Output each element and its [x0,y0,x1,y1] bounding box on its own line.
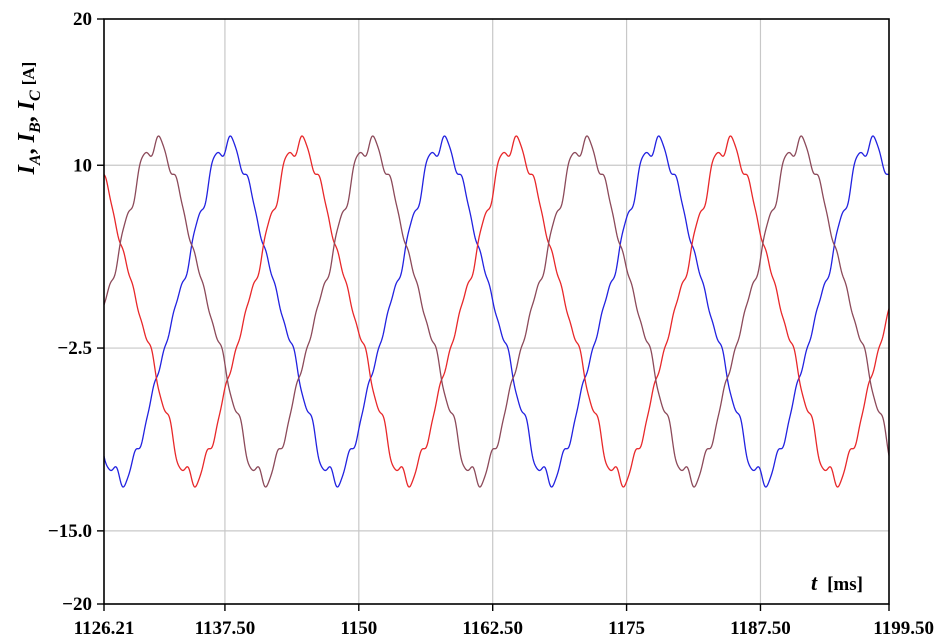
series-line-1 [103,135,890,488]
x-tick-label: 1187.50 [730,618,791,639]
y-axis-title-variable: I [14,131,40,143]
y-axis-title: IA, IB, IC[A] [14,62,44,176]
x-axis-title-unit: [ms] [827,574,863,595]
y-axis-title-variable: I [14,99,40,111]
plot-frame [103,18,890,605]
x-tick-label: 1175 [608,618,645,639]
y-axis-title-unit: [A] [19,62,38,86]
x-axis-title: t [ms] [811,570,863,595]
y-tick-label: 10 [73,155,92,176]
y-axis-title-subscript-b: B [27,122,44,134]
y-axis-title-subscript-a: A [27,154,44,166]
series-line-2 [103,135,890,488]
x-tick-label: 1137.50 [195,618,256,639]
x-tick-label: 1199.50 [873,618,934,639]
y-axis-title-subscript-c: C [27,90,44,101]
y-axis-title-separator: , [14,110,40,122]
x-tick-label: 1126.21 [74,618,135,639]
y-axis-title-separator: , [14,142,40,154]
axis-ticks [97,18,890,611]
grid-lines [104,19,889,604]
x-tick-label: 1162.50 [462,618,523,639]
y-axis-title-variable: I [14,163,40,175]
tick-labels: 1126.21 1137.50 1150 1162.50 1175 1187.50 1199… [48,9,934,639]
x-tick-label: 1150 [340,618,377,639]
y-tick-label: −15.0 [48,521,92,542]
y-tick-label: 20 [73,9,92,30]
y-tick-label: −20 [62,594,92,615]
x-axis-title-variable: t [811,570,818,595]
y-tick-label: −2.5 [57,338,92,359]
series-group [103,135,890,488]
series-line-3 [103,135,890,488]
